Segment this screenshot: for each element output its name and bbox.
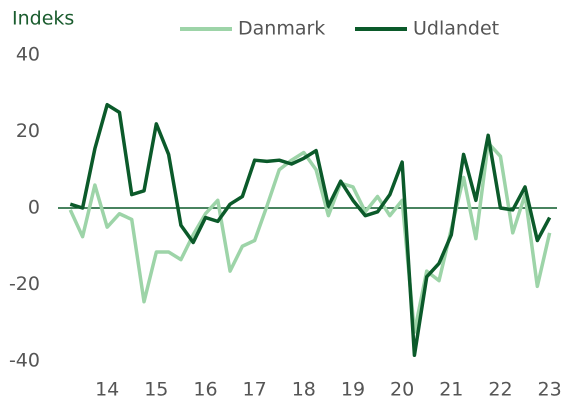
x-tick-label: 22	[488, 379, 512, 401]
line-series	[69, 102, 552, 358]
x-tick-label: 23	[538, 379, 562, 401]
y-tick-label: 0	[28, 197, 40, 219]
x-tick-label: 17	[243, 379, 267, 401]
x-tick-label: 21	[439, 379, 463, 401]
legend-label: Udlandet	[413, 18, 499, 40]
legend-label: Danmark	[238, 18, 325, 40]
chart-title: Indeks	[12, 8, 74, 30]
x-tick-label: 14	[95, 379, 119, 401]
y-tick-label: -20	[9, 273, 40, 295]
y-tick-label: 40	[16, 44, 40, 66]
x-tick-label: 18	[292, 379, 316, 401]
line-series	[68, 141, 552, 335]
x-tick-label: 16	[193, 379, 217, 401]
x-tick-label: 20	[390, 379, 414, 401]
x-tick-label: 15	[144, 379, 168, 401]
y-tick-label: -40	[9, 350, 40, 372]
y-tick-label: 20	[16, 120, 40, 142]
x-tick-label: 19	[341, 379, 365, 401]
